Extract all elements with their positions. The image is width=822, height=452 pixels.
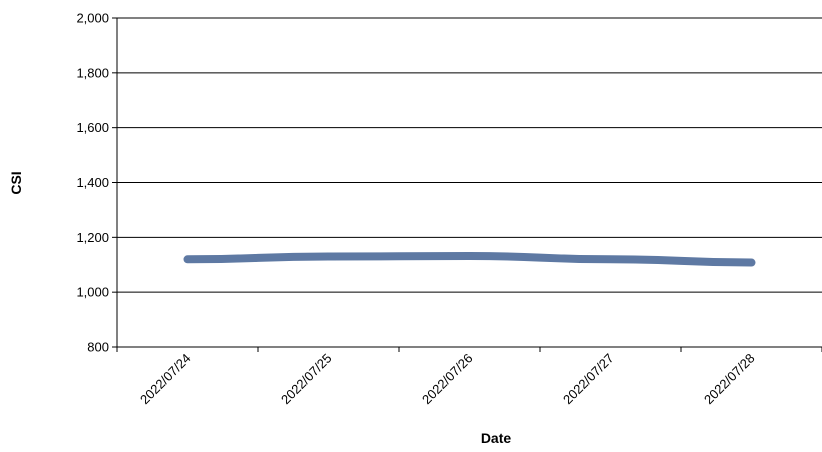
x-tick-label: 2022/07/24 — [137, 351, 194, 408]
y-tick-label: 800 — [87, 340, 109, 355]
y-tick-label: 2,000 — [76, 11, 109, 26]
y-tick-label: 1,600 — [76, 120, 109, 135]
gridlines — [117, 17, 822, 293]
data-point — [187, 258, 188, 260]
y-axis-title: CSI — [8, 171, 24, 194]
x-tick-label: 2022/07/26 — [419, 351, 476, 408]
y-tick-label: 1,000 — [76, 285, 109, 300]
data-point — [469, 255, 470, 257]
x-tick-labels: 2022/07/24 2022/07/25 2022/07/26 2022/07/27… — [137, 351, 758, 408]
series-layer — [183, 251, 756, 267]
series-line — [183, 251, 756, 267]
axes — [112, 17, 822, 352]
x-tick-label: 2022/07/28 — [701, 351, 758, 408]
data-point — [610, 258, 611, 260]
data-point — [751, 262, 752, 264]
x-axis-title: Date — [481, 430, 512, 446]
x-tick-label: 2022/07/25 — [278, 351, 335, 408]
x-tick-label: 2022/07/27 — [560, 351, 617, 408]
y-tick-label: 1,200 — [76, 230, 109, 245]
y-tick-label: 1,400 — [76, 175, 109, 190]
y-tick-labels: 800 1,000 1,200 1,400 1,600 1,800 2,000 — [76, 11, 109, 355]
y-tick-label: 1,800 — [76, 65, 109, 80]
data-point — [328, 256, 329, 258]
